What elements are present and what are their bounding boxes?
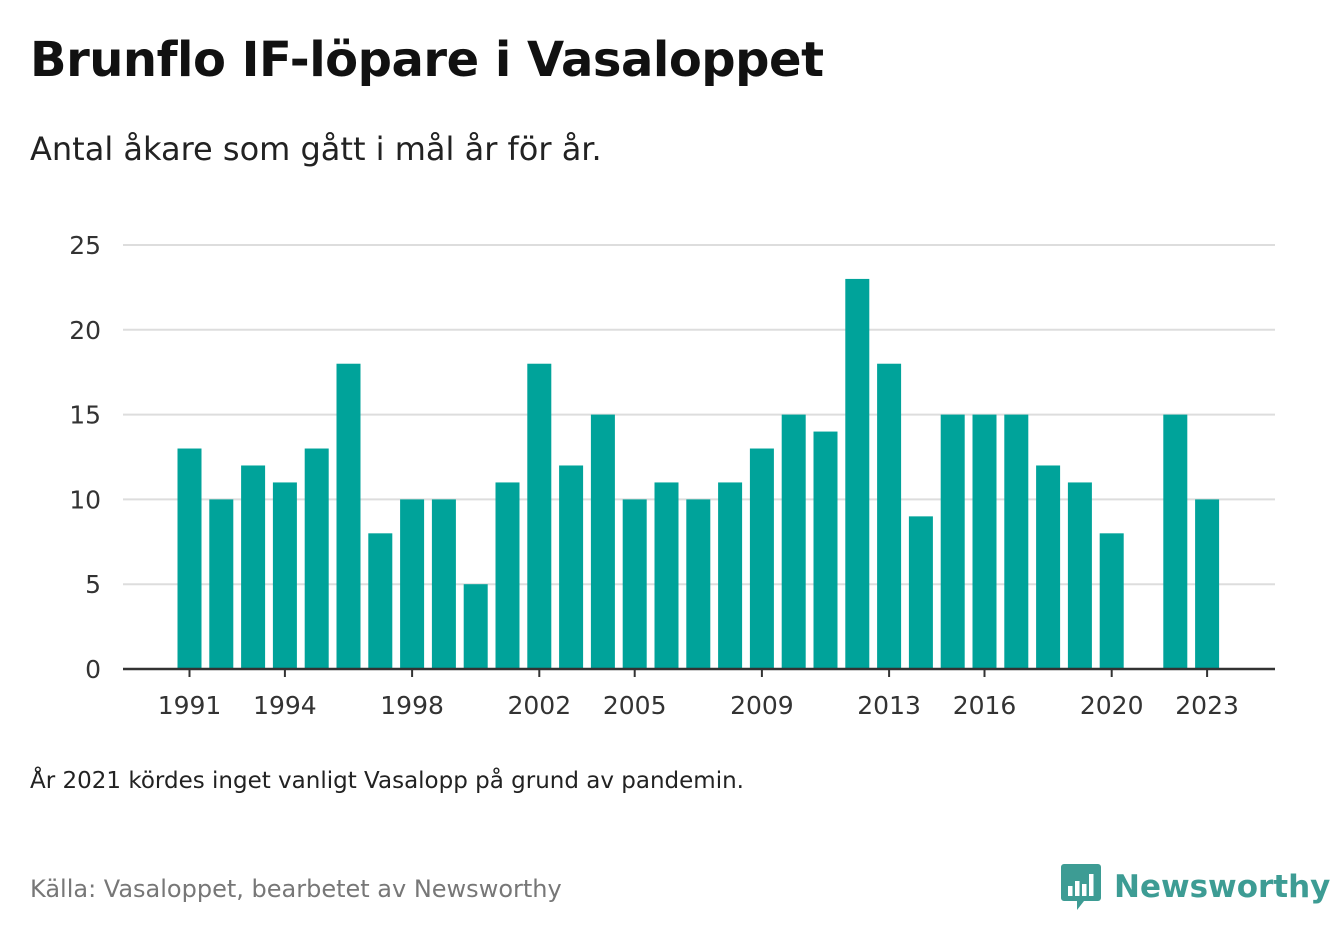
bar [972, 414, 997, 669]
bar-chart: 0 5 10 15 20 25 1991 1994 1998 2002 2005 2009 2013 2… [69, 231, 1275, 720]
bar [368, 533, 393, 669]
bar [400, 499, 425, 669]
logo-text: Newsworthy [1114, 869, 1331, 905]
bar [272, 482, 297, 669]
bar [1036, 465, 1061, 669]
y-tick-label: 20 [69, 316, 101, 345]
newsworthy-logo-icon [1061, 864, 1101, 910]
bar [209, 499, 234, 669]
bar [1099, 533, 1124, 669]
bar [304, 448, 329, 669]
bar [1195, 499, 1220, 669]
chart-title: Brunflo IF-löpare i Vasaloppet [30, 32, 824, 88]
bar [877, 363, 902, 669]
bars [177, 278, 1220, 669]
bar [622, 499, 647, 669]
source-text: Källa: Vasaloppet, bearbetet av Newswort… [30, 875, 562, 903]
y-axis-tick-labels: 0 5 10 15 20 25 [69, 231, 101, 684]
bar [431, 499, 456, 669]
x-tick-label: 2009 [730, 691, 794, 720]
bar [463, 584, 488, 669]
y-tick-label: 25 [69, 231, 101, 260]
bar [1004, 414, 1029, 669]
bar [336, 363, 361, 669]
bar [177, 448, 202, 669]
y-tick-label: 0 [85, 655, 101, 684]
bar [908, 516, 933, 669]
bar [559, 465, 584, 669]
newsworthy-logo[interactable]: Newsworthy [1060, 862, 1330, 912]
bar [781, 414, 806, 669]
x-axis [123, 667, 1275, 677]
x-tick-label: 2020 [1080, 691, 1144, 720]
x-tick-label: 2023 [1175, 691, 1239, 720]
bar [654, 482, 679, 669]
bar [718, 482, 743, 669]
x-tick-label: 2005 [603, 691, 667, 720]
bar [813, 431, 838, 669]
x-tick-label: 1998 [380, 691, 444, 720]
bar [241, 465, 266, 669]
x-axis-tick-labels: 1991 1994 1998 2002 2005 2009 2013 2016 2020 2023 [158, 691, 1239, 720]
x-tick-label: 1994 [253, 691, 317, 720]
y-tick-label: 5 [85, 570, 101, 599]
y-tick-label: 10 [69, 485, 101, 514]
bar [845, 278, 870, 669]
bar [495, 482, 520, 669]
x-tick-label: 2016 [953, 691, 1017, 720]
y-tick-label: 15 [69, 401, 101, 430]
bar [1163, 414, 1188, 669]
footnote: År 2021 kördes inget vanligt Vasalopp på… [30, 768, 744, 794]
x-tick-label: 2013 [857, 691, 921, 720]
bar [686, 499, 711, 669]
bar [527, 363, 552, 669]
chart-subtitle: Antal åkare som gått i mål år för år. [30, 130, 602, 168]
bar [940, 414, 965, 669]
x-tick-label: 1991 [158, 691, 222, 720]
bar [749, 448, 774, 669]
x-tick-label: 2002 [507, 691, 571, 720]
bar [590, 414, 615, 669]
bar [1067, 482, 1092, 669]
